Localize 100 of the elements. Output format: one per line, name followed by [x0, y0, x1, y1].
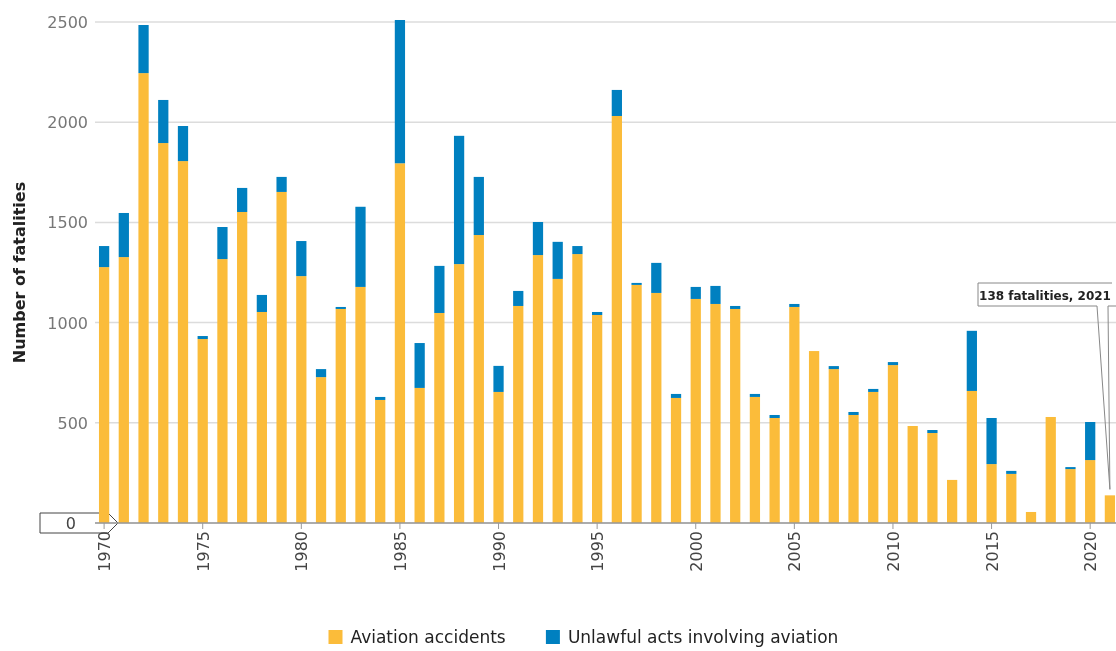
bar — [1006, 473, 1017, 523]
bar — [611, 89, 622, 116]
bar — [315, 369, 327, 378]
bar — [434, 265, 445, 313]
bar — [730, 308, 741, 523]
bar — [98, 267, 110, 523]
x-tick-label: 1970 — [95, 531, 115, 572]
bar — [690, 286, 701, 299]
bar — [572, 246, 583, 255]
bar — [828, 366, 839, 370]
bar — [887, 365, 899, 523]
bar — [572, 254, 583, 523]
bar — [335, 308, 346, 523]
x-tick-label: 2010 — [883, 531, 903, 572]
bar — [276, 176, 287, 192]
y-tick-label: 2500 — [47, 13, 88, 32]
bar — [256, 311, 267, 523]
bar — [651, 262, 662, 293]
bar — [414, 387, 425, 523]
bar — [769, 417, 780, 523]
bar — [532, 255, 544, 523]
bar — [335, 306, 346, 309]
bar — [907, 426, 918, 523]
y-tick-label: 500 — [57, 413, 88, 433]
bar — [138, 25, 149, 74]
bar — [868, 391, 879, 523]
bar — [631, 284, 642, 523]
x-tick-label: 1995 — [588, 531, 608, 572]
bar — [256, 294, 267, 312]
bar — [1104, 495, 1116, 523]
bar — [217, 227, 228, 260]
y-axis-title: Number of fatalities — [10, 181, 29, 364]
bar — [237, 211, 248, 523]
x-tick-label: 1980 — [292, 531, 312, 572]
bar — [670, 393, 682, 398]
bar — [769, 414, 780, 418]
bar — [1065, 467, 1076, 470]
bar — [493, 391, 504, 523]
bar — [315, 377, 327, 523]
bar — [453, 135, 465, 265]
y-tick-label: 0 — [65, 514, 76, 533]
bar — [848, 411, 859, 415]
bar — [197, 339, 208, 523]
y-tick-label: 1000 — [47, 313, 88, 333]
bar — [473, 235, 484, 523]
bar — [749, 393, 761, 397]
bar — [631, 282, 642, 285]
bar — [493, 365, 504, 392]
legend-label: Aviation accidents — [350, 627, 506, 647]
bar — [453, 264, 465, 523]
bar — [651, 292, 662, 523]
bar — [986, 464, 997, 523]
legend-label: Unlawful acts involving aviation — [567, 627, 839, 647]
bar — [789, 303, 800, 307]
bar — [434, 312, 445, 523]
bar — [355, 206, 366, 287]
bar — [868, 388, 879, 392]
bar — [296, 241, 307, 277]
bar — [749, 396, 761, 523]
x-tick-label: 1990 — [489, 531, 509, 572]
x-tick-label: 2000 — [686, 531, 706, 572]
bar — [828, 369, 839, 523]
bar — [808, 351, 820, 523]
bar — [217, 259, 228, 523]
x-tick-label: 1985 — [390, 531, 410, 572]
bar — [947, 479, 958, 523]
bar — [138, 73, 149, 523]
bar — [158, 99, 169, 144]
bar — [118, 257, 129, 523]
bar — [276, 191, 287, 523]
bar — [1085, 460, 1096, 523]
bar — [690, 298, 701, 523]
bar — [473, 176, 484, 236]
bar — [789, 306, 800, 523]
bar — [158, 143, 169, 523]
x-tick-label: 2020 — [1081, 531, 1101, 572]
bar — [927, 433, 938, 523]
bar — [375, 396, 386, 400]
bar — [710, 285, 721, 304]
bar — [966, 330, 977, 391]
bar — [197, 336, 208, 340]
bar — [710, 303, 721, 523]
bar — [887, 362, 899, 366]
bar — [552, 278, 563, 523]
x-tick-label: 2005 — [785, 531, 805, 572]
bar — [670, 397, 682, 523]
bar — [1006, 470, 1017, 474]
bar — [118, 212, 129, 258]
bar — [611, 115, 622, 523]
bar — [1085, 422, 1096, 461]
x-tick-label: 1975 — [193, 531, 213, 572]
bar — [513, 290, 524, 306]
bar — [730, 305, 741, 309]
bar — [592, 314, 603, 523]
bar — [1065, 469, 1076, 523]
bar — [98, 246, 110, 268]
bar — [1045, 416, 1056, 523]
annotation: 138 fatalities, 2021 — [979, 289, 1111, 303]
bar — [986, 417, 997, 465]
bar — [552, 241, 563, 279]
